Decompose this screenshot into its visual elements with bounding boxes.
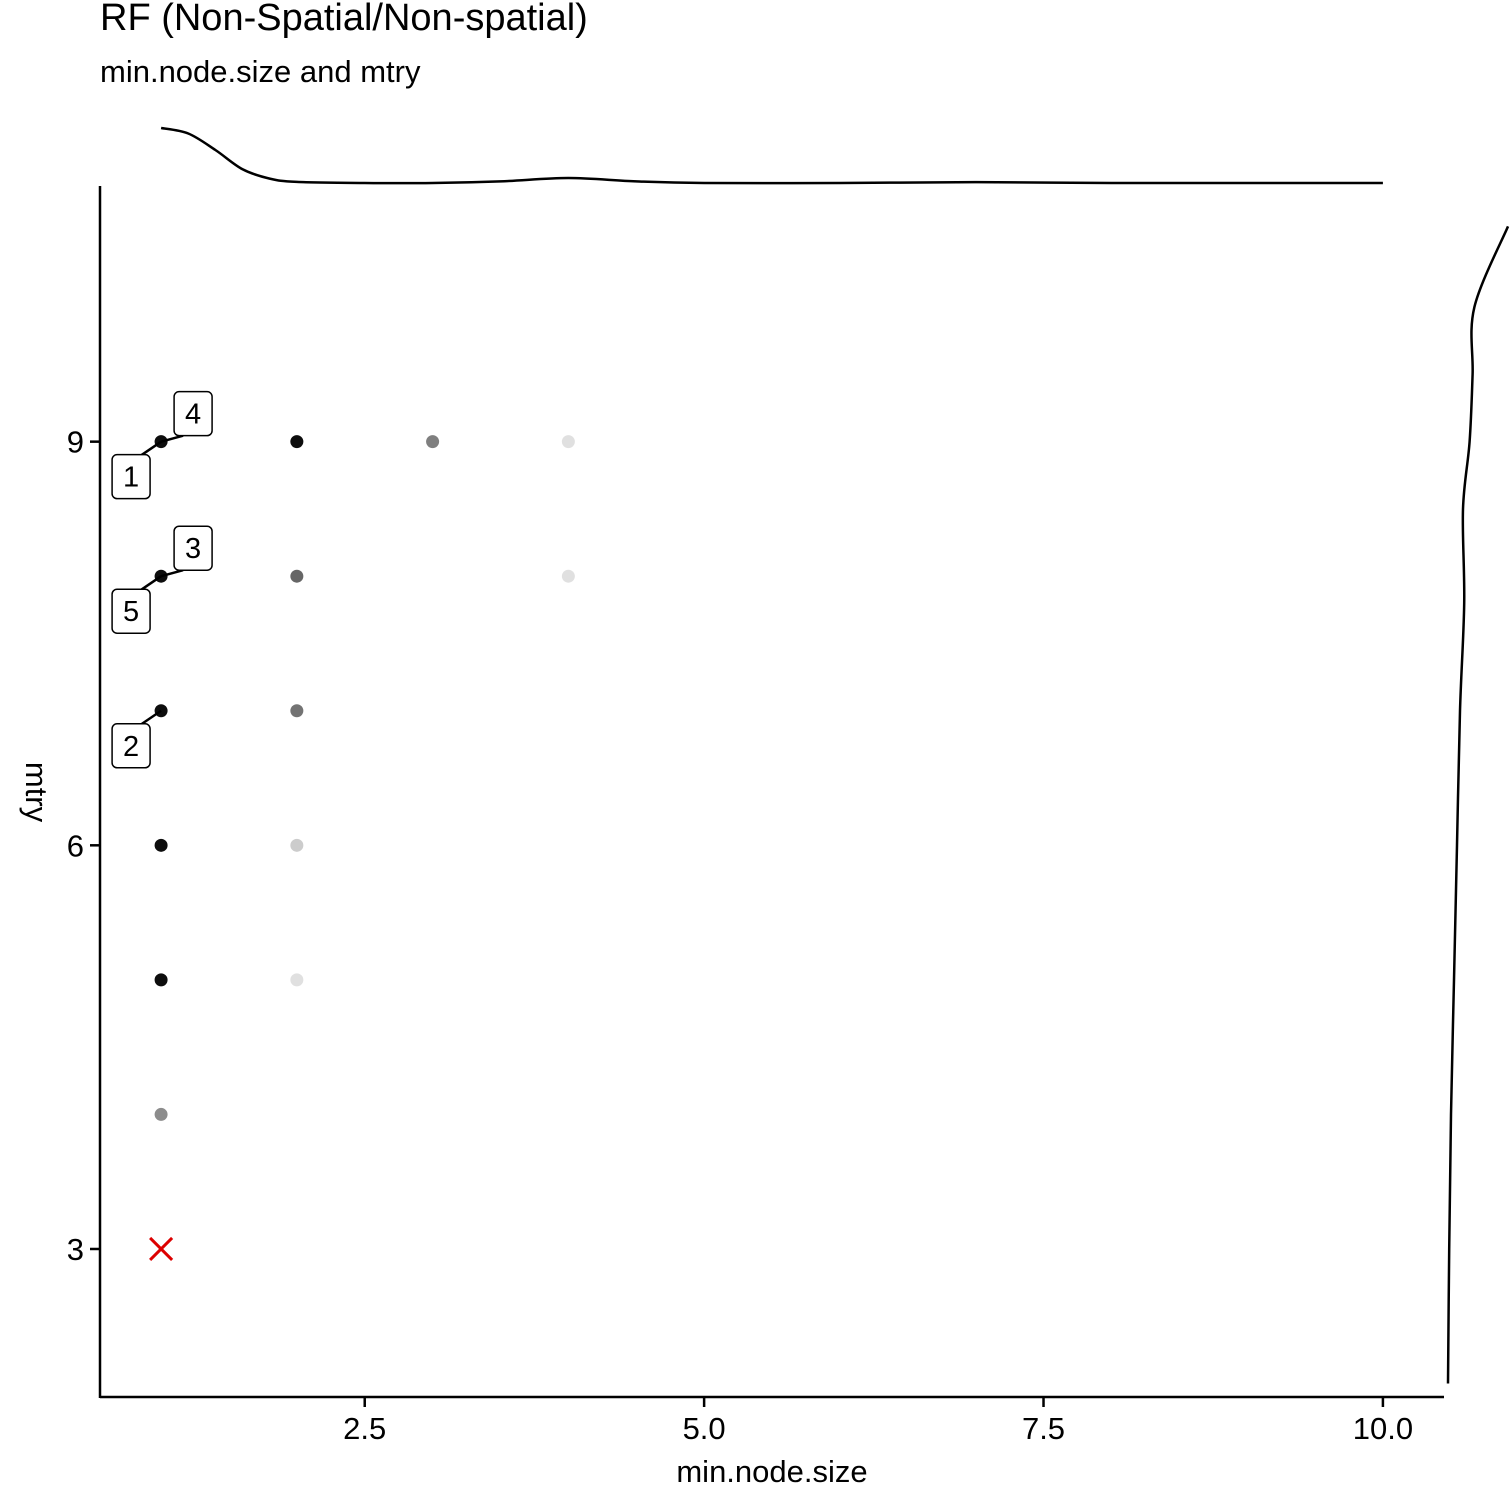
x-tick-label: 5.0 [683, 1411, 726, 1446]
rank-labels: 1 4 3 5 2 [111, 390, 213, 769]
rank-leader-line [160, 569, 184, 578]
rank-label-text: 3 [185, 533, 201, 565]
y-tick-label: 6 [67, 828, 84, 863]
rank-label-text: 2 [123, 731, 139, 763]
default-marker-stroke [149, 1236, 174, 1262]
x-marginal-density [160, 126, 1383, 185]
x-tick-label: 10.0 [1353, 1411, 1413, 1446]
scatter-points [154, 435, 575, 1121]
data-point [561, 435, 575, 449]
data-point [154, 973, 168, 987]
data-point [290, 704, 304, 718]
data-point [290, 838, 304, 852]
x-density-curve [160, 126, 1383, 185]
y-tick-label: 3 [67, 1232, 84, 1267]
rank-label-box [111, 723, 151, 769]
rank-label-box [111, 588, 151, 634]
y-axis-ticks: 3 6 9 [67, 425, 100, 1267]
y-axis-title: mtry [19, 762, 54, 823]
data-point [290, 435, 304, 449]
y-density-curve [1446, 225, 1510, 1384]
data-point [561, 569, 575, 583]
rank-label-text: 4 [185, 399, 201, 431]
data-point [426, 435, 440, 449]
x-tick-label: 2.5 [343, 1411, 386, 1446]
default-value-marker [149, 1236, 174, 1262]
rank-label-box [173, 390, 213, 437]
x-tick-label: 7.5 [1022, 1411, 1065, 1446]
rank-label-text: 1 [123, 462, 139, 494]
data-point [290, 973, 304, 987]
rank-label-box [111, 453, 151, 500]
rank-label-box [173, 525, 213, 571]
y-marginal-density [1446, 225, 1510, 1384]
x-axis-title: min.node.size [676, 1454, 867, 1489]
chart-title: RF (Non-Spatial/Non-spatial) [100, 0, 588, 39]
chart-subtitle: min.node.size and mtry [100, 54, 421, 89]
x-axis-ticks: 2.5 5.0 7.5 10.0 [343, 1397, 1413, 1446]
data-point [154, 838, 168, 852]
y-tick-label: 9 [67, 425, 84, 460]
rank-leader-line [160, 434, 184, 443]
data-point [154, 1107, 168, 1121]
data-point [290, 569, 304, 583]
rank-label-text: 5 [123, 596, 139, 628]
